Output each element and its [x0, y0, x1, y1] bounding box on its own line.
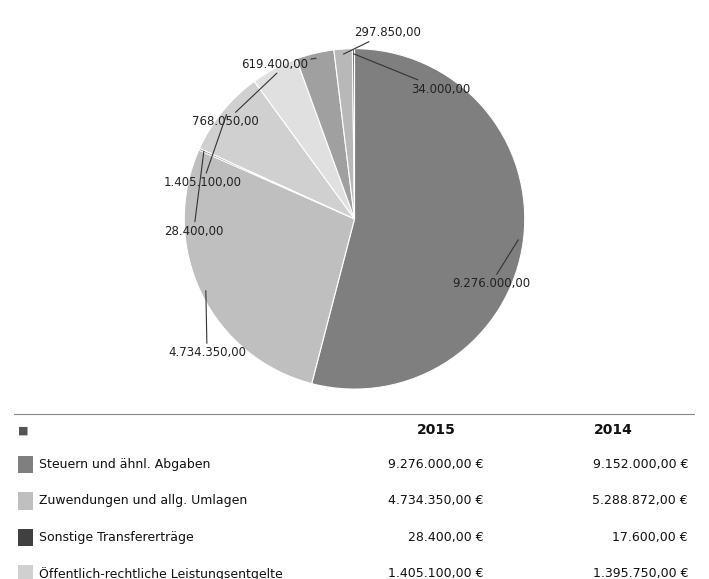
FancyBboxPatch shape	[18, 529, 33, 546]
Wedge shape	[199, 81, 354, 219]
Text: ■: ■	[18, 426, 28, 435]
Text: 297.850,00: 297.850,00	[343, 26, 421, 54]
Text: 28.400,00: 28.400,00	[164, 151, 223, 237]
Text: 619.400,00: 619.400,00	[241, 58, 316, 71]
Text: Steuern und ähnl. Abgaben: Steuern und ähnl. Abgaben	[40, 458, 211, 471]
Text: Zuwendungen und allg. Umlagen: Zuwendungen und allg. Umlagen	[40, 494, 247, 507]
Text: 28.400,00 €: 28.400,00 €	[408, 531, 484, 544]
Wedge shape	[199, 148, 354, 219]
Text: 768.050,00: 768.050,00	[192, 73, 277, 128]
FancyBboxPatch shape	[18, 492, 33, 510]
FancyBboxPatch shape	[18, 565, 33, 579]
Wedge shape	[296, 50, 354, 219]
Text: 9.152.000,00 €: 9.152.000,00 €	[593, 458, 688, 471]
Text: 5.288.872,00 €: 5.288.872,00 €	[593, 494, 688, 507]
Text: 2015: 2015	[417, 423, 456, 438]
Wedge shape	[312, 49, 525, 389]
Text: 9.276.000,00 €: 9.276.000,00 €	[389, 458, 484, 471]
Wedge shape	[334, 49, 354, 219]
Text: Sonstige Transfererträge: Sonstige Transfererträge	[40, 531, 194, 544]
Text: 34.000,00: 34.000,00	[354, 54, 471, 96]
Text: 9.276.000,00: 9.276.000,00	[452, 240, 530, 290]
Text: 2014: 2014	[593, 423, 632, 438]
Wedge shape	[352, 49, 354, 219]
Text: 4.734.350,00: 4.734.350,00	[168, 291, 246, 359]
Wedge shape	[184, 150, 354, 384]
Text: 1.405.100,00: 1.405.100,00	[164, 115, 242, 189]
Text: Öffentlich-rechtliche Leistungsentgelte: Öffentlich-rechtliche Leistungsentgelte	[40, 567, 283, 579]
Text: 4.734.350,00 €: 4.734.350,00 €	[389, 494, 484, 507]
Wedge shape	[255, 59, 354, 219]
Text: 1.395.750,00 €: 1.395.750,00 €	[593, 567, 688, 579]
Text: 1.405.100,00 €: 1.405.100,00 €	[389, 567, 484, 579]
FancyBboxPatch shape	[18, 456, 33, 473]
Text: 17.600,00 €: 17.600,00 €	[613, 531, 688, 544]
